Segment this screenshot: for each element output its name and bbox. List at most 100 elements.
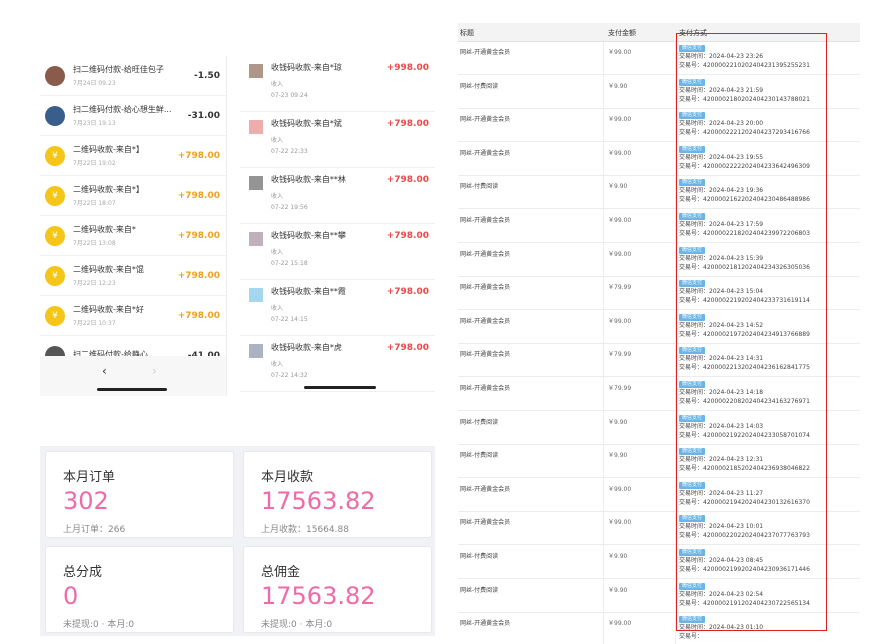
stats-dashboard: 本月订单 302 上月订单：266 本月收款 17563.82 上月收款：156… [40, 446, 435, 636]
no-label: 交易号： [679, 364, 704, 372]
back-arrow-icon[interactable]: ‹ [102, 364, 107, 378]
order-time: 2024-04-23 14:31 [709, 355, 764, 363]
no-label: 交易号： [679, 498, 704, 506]
table-row[interactable]: 网丝-付费阅读 ￥9.90 微信支付 交易时间：2024-04-23 08:45 交易号… [458, 545, 860, 579]
order-number: 4200002197202404234913766889 [703, 330, 810, 338]
order-number: 4200002219202404233731619114 [703, 297, 810, 305]
table-row[interactable]: 网丝-付费阅读 ￥9.90 微信支付 交易时间：2024-04-23 19:36 交易号… [458, 175, 860, 210]
order-amount: ￥99.00 [608, 49, 632, 56]
no-label: 交易号： [679, 62, 704, 69]
list-item[interactable]: 扫二维码付款-给旺佳包子 7月24日 09:23 -1.50 [40, 56, 226, 96]
wechat-pay-tag: 微信支付 [679, 347, 706, 355]
item-title: 收钱码收款-来自**攀 [271, 231, 346, 240]
table-row[interactable]: 网丝-开通黄金会员 ￥99.00 微信支付 交易时间：2024-04-23 11:27… [458, 478, 860, 512]
order-number: 4200002191202404230722565134 [703, 599, 810, 607]
list-item[interactable]: ¥ 二维码收款-来自*馄 7月22日 12:23 +798.00 [40, 256, 226, 296]
wechat-pay-tag: 微信支付 [679, 246, 706, 254]
list-item[interactable]: 收钱码收款-来自*琼 收入 07-23 09:24 +998.00 [240, 56, 435, 112]
order-amount: ￥79.99 [608, 284, 632, 292]
time-label: 交易时间： [679, 557, 710, 564]
wechat-pay-tag: 微信支付 [679, 582, 706, 590]
coin-bag-icon: ¥ [45, 265, 65, 286]
table-row[interactable]: 网丝-开通黄金会员 ￥99.00 微信支付 交易时间：2024-04-23 15:39… [458, 243, 860, 277]
no-label: 交易号： [679, 263, 704, 271]
item-date: 7月22日 13:08 [73, 240, 116, 247]
order-title: 网丝-付费阅读 [460, 553, 499, 560]
item-title: 扫二维码付款-给旺佳包子 [73, 65, 164, 74]
coin-bag-icon: ¥ [45, 145, 65, 166]
list-item[interactable]: ¥ 二维码收款-来自*】 7月22日 19:02 +798.00 [40, 136, 226, 176]
table-row[interactable]: 网丝-开通黄金会员 ￥99.00 微信支付 交易时间：2024-04-23 20:00… [458, 108, 860, 143]
table-row[interactable]: 网丝-付费阅读 ￥9.90 微信支付 交易时间：2024-04-23 12:31 交易号… [458, 444, 860, 479]
table-row[interactable]: 网丝-开通黄金会员 ￥99.00 微信支付 交易时间：2024-04-23 14:52… [458, 310, 860, 344]
order-amount: ￥99.00 [608, 217, 632, 224]
item-date: 07-22 14:32 [271, 372, 308, 379]
coin-bag-icon: ¥ [45, 305, 65, 326]
item-amount: +798.00 [386, 231, 429, 241]
header-title: 标题 [460, 29, 474, 37]
stat-card-month-orders: 本月订单 302 上月订单：266 [45, 451, 234, 538]
coin-bag-icon: ¥ [45, 225, 65, 246]
table-row[interactable]: 网丝-开通黄金会员 ￥99.00 微信支付 交易时间：2024-04-23 01:10… [458, 612, 860, 644]
order-time: 2024-04-23 20:00 [709, 120, 764, 128]
table-row[interactable]: 网丝-开通黄金会员 ￥99.00 微信支付 交易时间：2024-04-23 23:26… [458, 41, 860, 75]
order-amount: ￥99.00 [608, 250, 632, 258]
item-date: 7月23日 19:13 [73, 120, 116, 127]
wechat-pay-tag: 微信支付 [679, 280, 706, 288]
alipay-bill-list: 扫二维码付款-给旺佳包子 7月24日 09:23 -1.50 扫二维码付款-给心想生鲜… [40, 56, 227, 396]
wechat-pay-tag: 微信支付 [679, 481, 706, 489]
list-item[interactable]: 收钱码收款-来自**攀 收入 07-22 15:18 +798.00 [240, 224, 435, 280]
list-item[interactable]: ¥ 二维码收款-来自*好 7月22日 10:37 +798.00 [40, 296, 226, 336]
table-row[interactable]: 网丝-开通黄金会员 ￥79.99 微信支付 交易时间：2024-04-23 14:18… [458, 377, 860, 411]
item-title: 收钱码收款-来自*斌 [271, 119, 342, 128]
item-title: 收钱码收款-来自*琼 [271, 63, 342, 72]
item-type: 收入 [271, 361, 284, 368]
item-amount: +998.00 [386, 63, 429, 73]
no-label: 交易号： [679, 532, 704, 540]
table-row[interactable]: 网丝-开通黄金会员 ￥99.00 微信支付 交易时间：2024-04-23 10:01… [458, 511, 860, 546]
list-item[interactable]: 收钱码收款-来自*虎 收入 07-22 14:32 +798.00 [240, 336, 435, 392]
list-item[interactable]: 收钱码收款-来自**林 收入 07-22 19:56 +798.00 [240, 168, 435, 224]
stat-value: 302 [63, 487, 109, 515]
no-label: 交易号： [679, 129, 704, 137]
order-time: 2024-04-23 11:27 [709, 489, 764, 497]
item-date: 07-22 22:33 [271, 148, 308, 155]
order-number: 4200002213202404236162841775 [703, 364, 810, 372]
order-title: 网丝-开通黄金会员 [460, 485, 511, 493]
time-label: 交易时间： [679, 456, 710, 464]
list-item[interactable]: ¥ 二维码收款-来自* 7月22日 13:08 +798.00 [40, 216, 226, 256]
no-label: 交易号： [679, 297, 704, 305]
item-title: 收钱码收款-来自**霞 [271, 287, 346, 296]
table-row[interactable]: 网丝-开通黄金会员 ￥79.99 微信支付 交易时间：2024-04-23 14:31… [458, 343, 860, 378]
order-number: 4200002199202404230936171446 [703, 566, 810, 573]
order-title: 网丝-付费阅读 [460, 418, 499, 426]
avatar [249, 344, 263, 358]
item-date: 7月22日 19:02 [73, 160, 116, 167]
table-row[interactable]: 网丝-付费阅读 ￥9.90 微信支付 交易时间：2024-04-23 02:54 交易号… [458, 579, 860, 613]
item-date: 7月24日 09:23 [73, 80, 116, 87]
order-time: 2024-04-23 15:04 [709, 288, 764, 296]
table-row[interactable]: 网丝-开通黄金会员 ￥99.00 微信支付 交易时间：2024-04-23 19:55… [458, 142, 860, 176]
order-title: 网丝-开通黄金会员 [460, 217, 511, 224]
table-row[interactable]: 网丝-开通黄金会员 ￥79.99 微信支付 交易时间：2024-04-23 15:04… [458, 276, 860, 311]
list-item[interactable]: ¥ 二维码收款-来自*】 7月22日 18:07 +798.00 [40, 176, 226, 216]
order-title: 网丝-开通黄金会员 [460, 284, 511, 292]
list-item[interactable]: 收钱码收款-来自*斌 收入 07-22 22:33 +798.00 [240, 112, 435, 168]
list-item[interactable]: 扫二维码付款-给心想生鲜... 7月23日 19:13 -31.00 [40, 96, 226, 136]
item-title: 二维码收款-来自* [73, 225, 136, 234]
item-date: 7月22日 10:37 [73, 320, 116, 327]
order-title: 网丝-开通黄金会员 [460, 49, 511, 56]
order-title: 网丝-开通黄金会员 [460, 519, 511, 527]
no-label: 交易号： [679, 465, 704, 473]
no-label: 交易号： [679, 330, 704, 338]
table-row[interactable]: 网丝-开通黄金会员 ￥99.00 微信支付 交易时间：2024-04-23 17:59… [458, 209, 860, 243]
item-type: 收入 [271, 81, 284, 88]
list-item[interactable]: 收钱码收款-来自**霞 收入 07-22 14:15 +798.00 [240, 280, 435, 336]
bottom-navigation: ‹ › [40, 356, 226, 396]
table-row[interactable]: 网丝-付费阅读 ￥9.90 微信支付 交易时间：2024-04-23 14:03 交易号… [458, 411, 860, 445]
table-row[interactable]: 网丝-付费阅读 ￥9.90 微信支付 交易时间：2024-04-23 21:59 交易号… [458, 75, 860, 109]
order-amount: ￥79.99 [608, 385, 632, 392]
order-title: 网丝-开通黄金会员 [460, 385, 511, 392]
highlight-box [676, 33, 827, 631]
forward-arrow-icon[interactable]: › [152, 364, 157, 378]
